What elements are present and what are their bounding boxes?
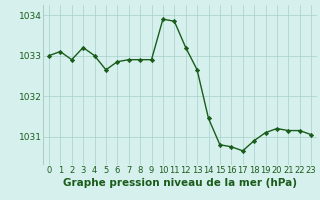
X-axis label: Graphe pression niveau de la mer (hPa): Graphe pression niveau de la mer (hPa) [63,178,297,188]
